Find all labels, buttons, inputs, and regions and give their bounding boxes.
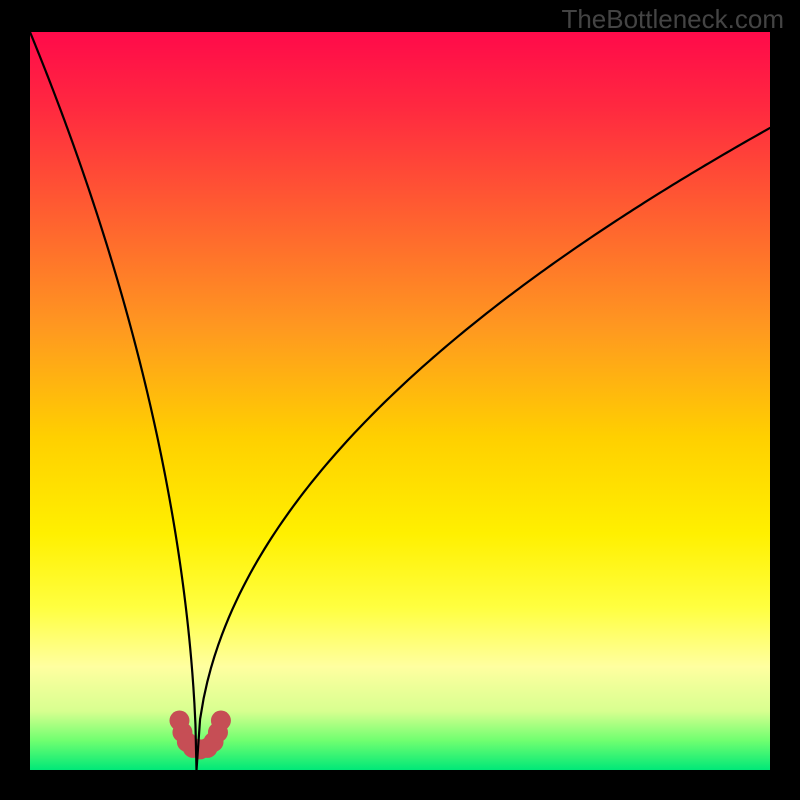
watermark-text: TheBottleneck.com: [561, 4, 784, 35]
bottleneck-chart: [0, 0, 800, 800]
plot-background: [30, 32, 770, 770]
frame-border-right: [770, 0, 800, 800]
frame-border-bottom: [0, 770, 800, 800]
frame-border-left: [0, 0, 30, 800]
marker-dot: [211, 711, 231, 731]
